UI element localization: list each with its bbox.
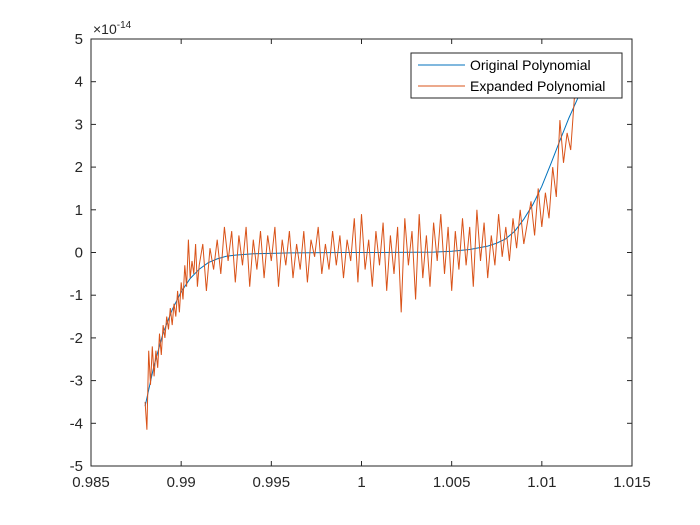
y-tick-label: -1 [70, 287, 83, 304]
series-line-expanded-polynomial [144, 94, 579, 430]
legend: Original Polynomial Expanded Polynomial [410, 52, 623, 99]
x-tick-label: 1.01 [527, 474, 556, 491]
y-tick-label: -4 [70, 415, 83, 432]
x-tick-label: 1.015 [613, 474, 651, 491]
y-tick-label: -5 [70, 458, 83, 475]
y-tick-label: -3 [70, 373, 83, 390]
legend-label: Expanded Polynomial [470, 78, 605, 94]
y-tick-label: 2 [75, 159, 83, 176]
y-tick-label: 5 [75, 31, 83, 48]
x-tick-label: 1.005 [433, 474, 471, 491]
series-layer [144, 94, 579, 430]
legend-box [410, 52, 623, 99]
y-tick-label: 1 [75, 202, 83, 219]
x-tick-label: 0.99 [167, 474, 196, 491]
y-exponent-power: -14 [117, 20, 132, 31]
y-exponent-label: ×10-14 [93, 20, 132, 37]
series-line-original-polynomial [144, 97, 579, 407]
y-tick-label: 3 [75, 116, 83, 133]
y-tick-label: -2 [70, 330, 83, 347]
axes-layer: 0.985 0.99 0.995 1 1.005 1.01 1.015 -5 -4 -3 -2 -1 0… [70, 31, 651, 491]
legend-label: Original Polynomial [470, 57, 591, 73]
y-tick-label: 0 [75, 245, 83, 262]
x-tick-label: 0.985 [72, 474, 110, 491]
x-tick-label: 0.995 [253, 474, 291, 491]
x-tick-label: 1 [357, 474, 365, 491]
y-tick-label: 4 [75, 74, 83, 91]
